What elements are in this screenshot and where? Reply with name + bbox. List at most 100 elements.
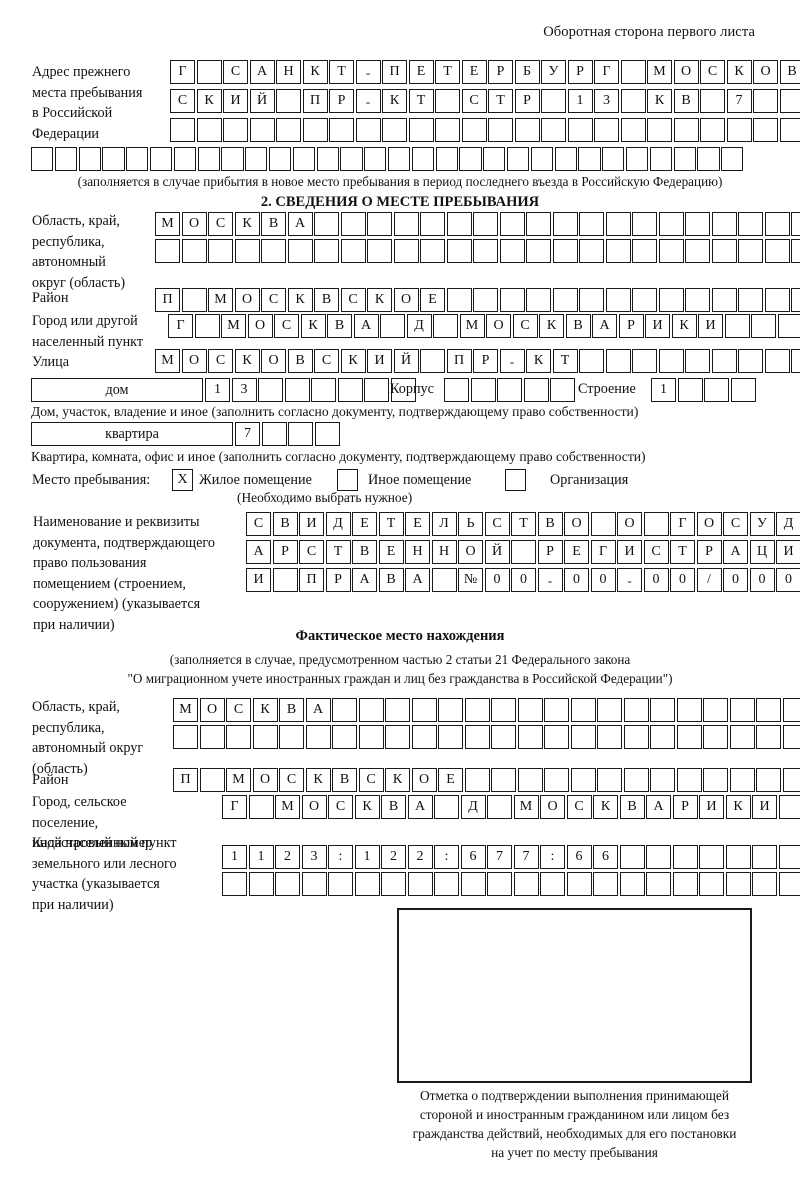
form-cell[interactable] bbox=[541, 89, 566, 113]
form-cell[interactable] bbox=[491, 698, 516, 722]
form-cell[interactable] bbox=[173, 147, 197, 171]
form-cell[interactable] bbox=[473, 212, 498, 236]
form-cell[interactable] bbox=[700, 89, 725, 113]
form-cell[interactable] bbox=[288, 422, 313, 446]
form-cell[interactable] bbox=[579, 239, 604, 263]
form-cell[interactable] bbox=[699, 872, 724, 896]
form-cell[interactable]: А bbox=[592, 314, 617, 338]
form-cell[interactable]: К bbox=[252, 698, 278, 722]
form-cell[interactable] bbox=[647, 118, 672, 142]
form-cell[interactable] bbox=[729, 725, 755, 749]
form-cell[interactable] bbox=[711, 212, 737, 236]
form-cell[interactable] bbox=[619, 872, 645, 896]
form-cell[interactable]: Д bbox=[406, 314, 432, 338]
form-cell[interactable]: К bbox=[234, 349, 260, 373]
form-cell[interactable]: А bbox=[352, 568, 377, 592]
form-cell[interactable] bbox=[625, 147, 649, 171]
form-cell[interactable]: / bbox=[696, 568, 722, 592]
form-cell[interactable] bbox=[623, 768, 649, 792]
form-cell[interactable]: С bbox=[700, 60, 725, 84]
form-cell[interactable]: 0 bbox=[484, 568, 510, 592]
form-cell[interactable]: 0 bbox=[670, 568, 695, 592]
form-cell[interactable] bbox=[208, 239, 233, 263]
form-cell[interactable]: К bbox=[526, 349, 551, 373]
form-cell[interactable] bbox=[470, 378, 496, 402]
form-cell[interactable]: И bbox=[617, 540, 642, 564]
form-cell[interactable]: 2 bbox=[275, 845, 300, 869]
form-cell[interactable]: И bbox=[223, 89, 248, 113]
form-cell[interactable]: О bbox=[617, 512, 642, 536]
form-cell[interactable] bbox=[222, 872, 247, 896]
form-cell[interactable]: Р bbox=[537, 540, 563, 564]
form-cell[interactable]: Е bbox=[438, 768, 463, 792]
form-cell[interactable] bbox=[514, 118, 540, 142]
form-cell[interactable] bbox=[540, 872, 565, 896]
form-cell[interactable]: К bbox=[340, 349, 366, 373]
form-cell[interactable]: М bbox=[155, 212, 180, 236]
form-cell[interactable]: О bbox=[261, 349, 286, 373]
form-cell[interactable] bbox=[381, 872, 406, 896]
form-cell[interactable] bbox=[411, 725, 437, 749]
form-cell[interactable]: Р bbox=[473, 349, 498, 373]
form-cell[interactable]: Й bbox=[484, 540, 510, 564]
form-cell[interactable] bbox=[791, 349, 800, 373]
form-cell[interactable]: Г bbox=[594, 60, 619, 84]
form-cell[interactable] bbox=[526, 288, 551, 312]
form-cell[interactable]: В bbox=[261, 212, 286, 236]
form-cell[interactable] bbox=[756, 768, 781, 792]
form-cell[interactable]: П bbox=[173, 768, 198, 792]
form-cell[interactable]: 2 bbox=[381, 845, 406, 869]
form-cell[interactable] bbox=[619, 845, 645, 869]
form-cell[interactable]: В bbox=[272, 512, 298, 536]
form-cell[interactable] bbox=[126, 147, 149, 171]
form-cell[interactable] bbox=[579, 349, 604, 373]
form-cell[interactable] bbox=[725, 845, 751, 869]
form-cell[interactable] bbox=[385, 698, 410, 722]
form-cell[interactable]: П bbox=[302, 89, 328, 113]
form-cell[interactable]: С bbox=[484, 512, 510, 536]
form-cell[interactable]: - bbox=[617, 568, 642, 592]
form-cell[interactable] bbox=[782, 725, 800, 749]
form-cell[interactable] bbox=[364, 147, 387, 171]
form-cell[interactable] bbox=[499, 239, 525, 263]
form-cell[interactable] bbox=[791, 212, 800, 236]
form-cell[interactable] bbox=[646, 845, 671, 869]
section3-region-row-2[interactable] bbox=[173, 725, 800, 749]
form-cell[interactable] bbox=[292, 147, 316, 171]
form-cell[interactable] bbox=[590, 512, 616, 536]
form-cell[interactable]: О bbox=[393, 288, 419, 312]
form-cell[interactable]: И bbox=[776, 540, 800, 564]
form-cell[interactable]: А bbox=[246, 540, 271, 564]
form-cell[interactable]: 7 bbox=[513, 845, 539, 869]
form-cell[interactable] bbox=[390, 378, 416, 402]
form-cell[interactable] bbox=[464, 768, 490, 792]
form-cell[interactable] bbox=[276, 89, 301, 113]
form-cell[interactable]: К bbox=[593, 795, 618, 819]
form-cell[interactable]: С bbox=[314, 349, 339, 373]
form-cell[interactable] bbox=[275, 872, 300, 896]
form-cell[interactable] bbox=[729, 698, 755, 722]
form-cell[interactable]: 1 bbox=[248, 845, 274, 869]
form-cell[interactable] bbox=[385, 725, 410, 749]
form-cell[interactable]: С bbox=[461, 89, 487, 113]
form-cell[interactable] bbox=[340, 212, 366, 236]
form-cell[interactable]: С bbox=[566, 795, 592, 819]
prev-address-row-4[interactable] bbox=[31, 147, 745, 171]
form-cell[interactable]: К bbox=[671, 314, 697, 338]
form-cell[interactable]: О bbox=[411, 768, 437, 792]
form-cell[interactable] bbox=[756, 725, 781, 749]
form-cell[interactable] bbox=[420, 349, 445, 373]
form-cell[interactable] bbox=[778, 872, 800, 896]
form-cell[interactable]: 0 bbox=[511, 568, 536, 592]
form-cell[interactable] bbox=[677, 378, 703, 402]
form-cell[interactable]: Г bbox=[670, 512, 695, 536]
form-cell[interactable] bbox=[579, 212, 604, 236]
form-cell[interactable] bbox=[461, 118, 487, 142]
form-cell[interactable] bbox=[643, 512, 669, 536]
form-cell[interactable] bbox=[567, 118, 593, 142]
form-cell[interactable] bbox=[337, 378, 363, 402]
form-cell[interactable]: 6 bbox=[566, 845, 592, 869]
form-cell[interactable] bbox=[221, 147, 244, 171]
